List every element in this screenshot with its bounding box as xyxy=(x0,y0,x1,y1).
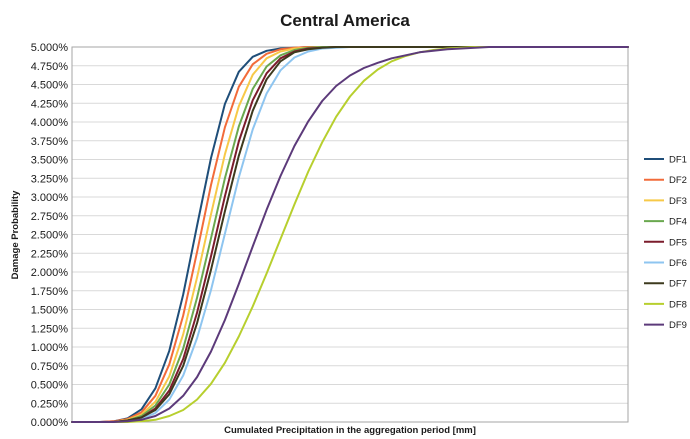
series-lines xyxy=(71,46,629,423)
y-tick-label-1: 0.250% xyxy=(31,398,69,410)
y-tick-label-5: 1.250% xyxy=(31,323,69,335)
y-axis-label: Damage Probability xyxy=(10,190,21,279)
y-tick-label-18: 4.500% xyxy=(31,80,69,92)
legend-label-df9: DF9 xyxy=(669,320,687,331)
y-tick-label-20: 5.000% xyxy=(31,42,69,54)
legend-label-df3: DF3 xyxy=(669,196,687,207)
y-tick-label-8: 2.000% xyxy=(31,267,69,279)
y-tick-label-12: 3.000% xyxy=(31,192,69,204)
y-tick-label-4: 1.000% xyxy=(31,342,69,354)
y-tick-label-0: 0.000% xyxy=(31,417,69,429)
x-axis-label: Cumulated Precipitation in the aggregati… xyxy=(224,425,476,436)
y-tick-label-13: 3.250% xyxy=(31,173,69,185)
legend-label-df5: DF5 xyxy=(669,237,687,248)
legend-label-df1: DF1 xyxy=(669,155,687,166)
y-tick-label-3: 0.750% xyxy=(31,361,69,373)
y-tick-label-17: 4.250% xyxy=(31,98,69,110)
y-tick-label-15: 3.750% xyxy=(31,136,69,148)
legend-label-df4: DF4 xyxy=(669,217,687,228)
legend: DF1 DF2 DF3 DF4 DF5 DF6 DF7 DF8 DF9 xyxy=(644,155,687,331)
y-tick-labels: 0.000% 0.250% 0.500% 0.750% 1.000% 1.250% 1.50… xyxy=(31,42,69,429)
legend-label-df7: DF7 xyxy=(669,279,687,290)
y-tick-label-11: 2.750% xyxy=(31,211,69,223)
chart-title: Central America xyxy=(280,11,410,30)
series-line-df9 xyxy=(71,46,629,423)
y-tick-label-7: 1.750% xyxy=(31,286,69,298)
legend-label-df2: DF2 xyxy=(669,175,687,186)
y-tick-label-10: 2.500% xyxy=(31,230,69,242)
y-tick-label-19: 4.750% xyxy=(31,61,69,73)
y-tick-label-2: 0.500% xyxy=(31,380,69,392)
y-tick-label-16: 4.000% xyxy=(31,117,69,129)
y-tick-label-6: 1.500% xyxy=(31,305,69,317)
y-tick-label-14: 3.500% xyxy=(31,155,69,167)
y-tick-label-9: 2.250% xyxy=(31,248,69,260)
legend-label-df6: DF6 xyxy=(669,258,687,269)
legend-label-df8: DF8 xyxy=(669,299,687,310)
gridlines xyxy=(72,46,628,423)
